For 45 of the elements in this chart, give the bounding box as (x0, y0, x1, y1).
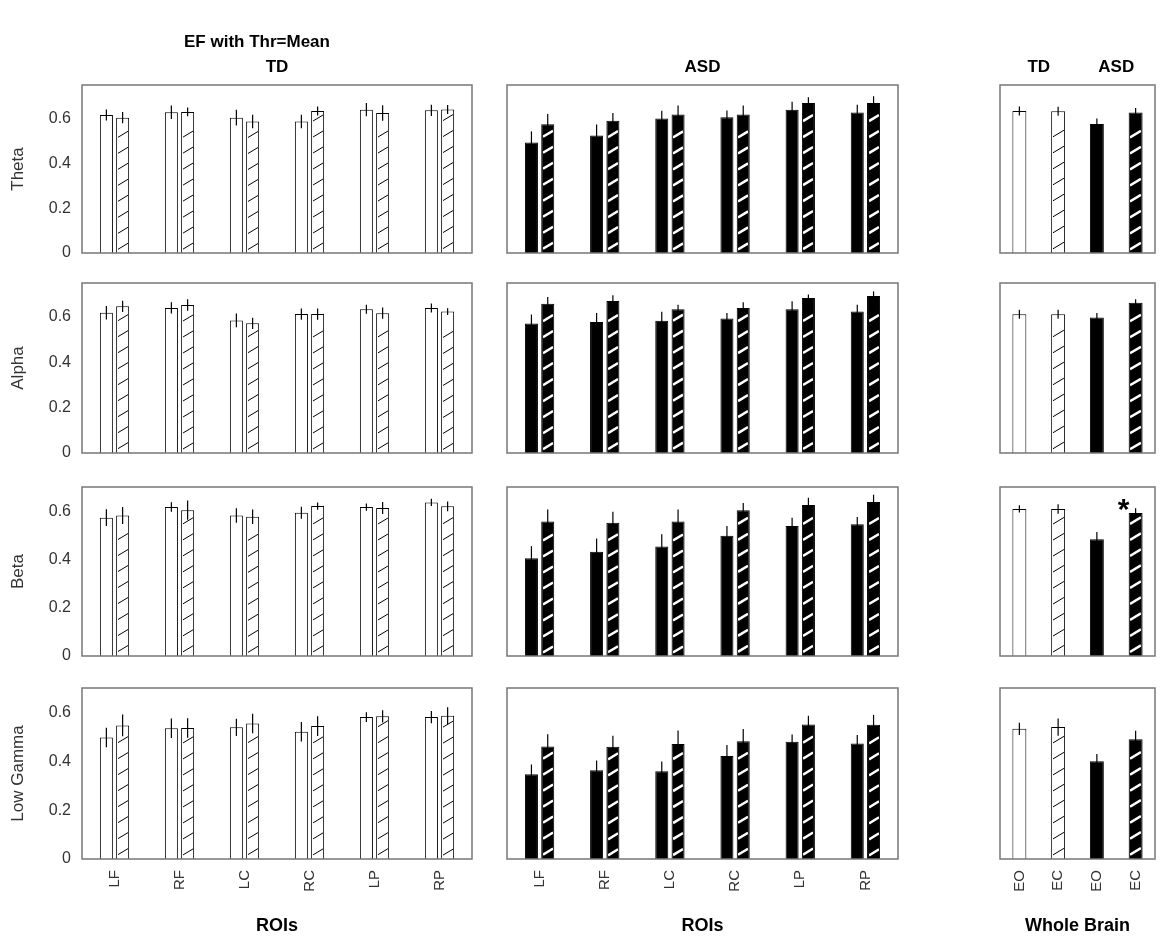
y-tick-label: 0.4 (48, 153, 72, 171)
x-tick-label: LC (660, 869, 678, 890)
x-tick-label: LC (234, 869, 252, 890)
x-tick-label: LF (529, 870, 547, 888)
y-tick-label: 0.2 (48, 598, 72, 616)
x-tick-label: RF (169, 870, 187, 890)
y-tick-label: 0.6 (48, 109, 72, 127)
x-tick-label: RF (594, 870, 612, 890)
x-tick-label: EO (1009, 870, 1027, 892)
y-tick-label: 0 (62, 646, 72, 664)
y-tick-label: 0 (62, 243, 72, 261)
y-tick-label: 0.4 (48, 751, 72, 769)
y-tick-label: 0.6 (48, 501, 72, 519)
y-axis-title: Beta (7, 553, 27, 589)
x-axis-title: ROIs (255, 915, 299, 936)
x-tick-label: RC (725, 869, 743, 892)
chart-subtitle: TD (265, 57, 289, 77)
x-tick-label: RP (429, 870, 447, 891)
y-tick-label: 0.6 (48, 702, 72, 720)
x-tick-label: EC (1125, 869, 1143, 891)
y-axis-title: Theta (7, 146, 27, 191)
x-tick-label: RP (855, 870, 873, 891)
y-axis-title: Alpha (7, 345, 27, 390)
x-tick-label: EO (1087, 870, 1105, 892)
y-tick-label: 0.2 (48, 800, 72, 818)
y-tick-label: 0.2 (48, 398, 72, 416)
chart-title: EF with Thr=Mean (184, 32, 330, 52)
x-tick-label: LP (364, 870, 382, 889)
x-tick-label: LF (104, 870, 122, 888)
text: ASD (1098, 57, 1135, 77)
y-tick-label: 0.4 (48, 549, 72, 567)
text: TD (1027, 57, 1051, 77)
y-tick-label: 0.4 (48, 352, 72, 370)
x-axis-title: Whole Brain (1024, 915, 1131, 936)
x-axis-title: ROIs (681, 915, 724, 936)
y-tick-label: 0.2 (48, 198, 72, 216)
y-tick-label: 0.6 (48, 307, 72, 325)
chart-subtitle: ASD (684, 57, 721, 77)
x-tick-label: LP (790, 870, 808, 889)
x-tick-label: EC (1048, 869, 1066, 891)
y-tick-label: 0 (62, 443, 72, 461)
y-tick-label: 0 (62, 849, 72, 867)
y-axis-title: Low Gamma (7, 724, 27, 822)
annotation: * (1117, 491, 1130, 525)
x-tick-label: RC (299, 869, 317, 892)
